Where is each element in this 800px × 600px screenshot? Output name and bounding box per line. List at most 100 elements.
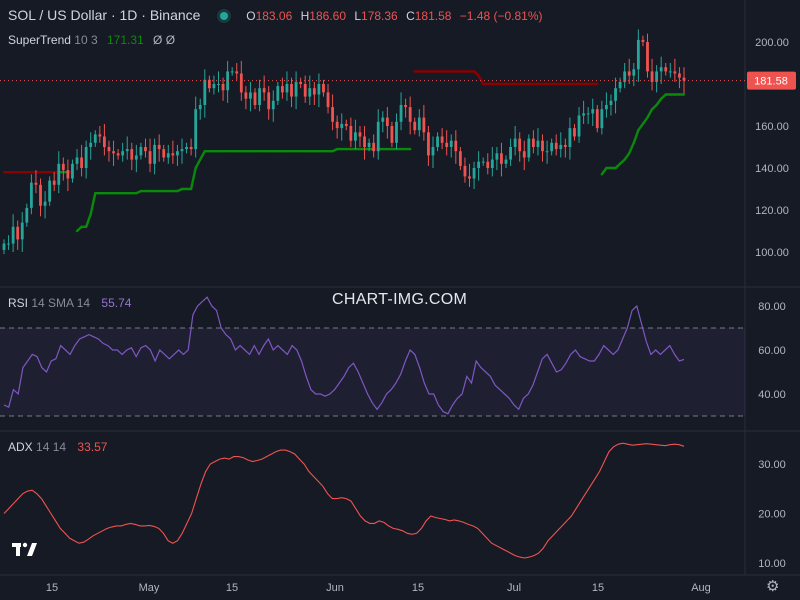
candle-body xyxy=(399,105,403,122)
supertrend-segment xyxy=(89,191,97,216)
gear-icon[interactable]: ⚙ xyxy=(766,578,780,595)
candle-body xyxy=(121,151,125,156)
open-key: O xyxy=(246,9,256,23)
candle-body xyxy=(344,123,348,126)
low-value: 178.36 xyxy=(361,9,398,23)
tradingview-logo-icon[interactable] xyxy=(12,541,38,559)
candle-body xyxy=(144,147,147,152)
price-tick-label: 120.00 xyxy=(755,205,789,217)
supertrend-params: 10 3 xyxy=(74,33,98,47)
candle-body xyxy=(408,107,412,122)
candle-body xyxy=(454,140,458,152)
last-price-label: 181.58 xyxy=(754,76,788,88)
candle-body xyxy=(11,226,15,244)
candle-body xyxy=(180,149,184,152)
candle-body xyxy=(586,113,590,115)
candle-body xyxy=(148,151,152,164)
candle-body xyxy=(89,142,93,147)
high-key: H xyxy=(300,9,310,23)
candle-body xyxy=(107,147,111,152)
supertrend-segment xyxy=(628,141,635,155)
candle-body xyxy=(605,105,608,110)
candle-body xyxy=(271,100,275,110)
candle-body xyxy=(239,73,243,93)
candle-body xyxy=(157,144,161,150)
candle-body xyxy=(468,176,471,179)
rsi-params: 14 SMA 14 xyxy=(31,296,91,310)
candle-body xyxy=(582,113,586,116)
adx-tick-label: 30.00 xyxy=(758,459,786,471)
supertrend-legend[interactable]: SuperTrend 10 3 171.31 Ø Ø xyxy=(8,33,175,47)
candle-body xyxy=(189,147,193,150)
time-tick-label: 15 xyxy=(46,582,58,594)
price-tick-label: 140.00 xyxy=(755,163,789,175)
candle-body xyxy=(198,105,202,110)
candle-body xyxy=(267,92,271,110)
candle-body xyxy=(655,71,659,82)
candle-body xyxy=(413,121,417,131)
candle-body xyxy=(185,147,188,150)
chart-header: SOL / US Dollar · 1D · Binance O183.06 H… xyxy=(8,7,548,23)
candle-body xyxy=(253,92,257,105)
candle-body xyxy=(112,151,115,154)
candle-body xyxy=(541,140,544,152)
candle-body xyxy=(335,121,339,129)
candle-body xyxy=(641,39,645,42)
candle-body xyxy=(522,151,526,158)
rsi-legend[interactable]: RSI 14 SMA 14 55.74 xyxy=(8,296,131,310)
candle-body xyxy=(290,84,293,97)
candle-body xyxy=(436,136,439,147)
watermark: CHART-IMG.COM xyxy=(332,291,468,308)
hidden-plot-icon[interactable]: Ø Ø xyxy=(153,33,176,47)
candle-body xyxy=(226,71,230,91)
adx-line xyxy=(3,442,685,559)
candle-body xyxy=(203,79,207,105)
candle-body xyxy=(280,86,284,93)
candle-body xyxy=(326,92,330,108)
candle-body xyxy=(340,123,344,129)
candle-body xyxy=(563,144,567,147)
candle-body xyxy=(2,243,6,250)
adx-pane xyxy=(3,442,685,559)
time-tick-label: May xyxy=(139,582,160,594)
close-value: 181.58 xyxy=(414,9,452,23)
candle-body xyxy=(614,88,617,101)
candle-body xyxy=(212,84,216,89)
candle-body xyxy=(16,226,20,240)
candle-body xyxy=(431,147,435,156)
candle-body xyxy=(221,84,225,91)
candle-body xyxy=(217,84,220,85)
candle-body xyxy=(477,161,481,168)
rsi-name: RSI xyxy=(8,296,29,310)
candle-body xyxy=(623,71,627,82)
supertrend-value: 171.31 xyxy=(106,33,144,47)
candle-body xyxy=(249,92,252,99)
candle-body xyxy=(354,132,357,141)
rsi-tick-label: 40.00 xyxy=(758,389,786,401)
candle-body xyxy=(207,79,211,89)
candle-body xyxy=(285,84,289,93)
candle-body xyxy=(673,71,677,74)
candle-body xyxy=(162,149,166,158)
candle-body xyxy=(550,142,554,152)
last-price-badge xyxy=(747,71,796,90)
candle-body xyxy=(518,138,522,152)
candle-body xyxy=(440,136,444,143)
candle-body xyxy=(536,140,540,147)
time-tick-label: 15 xyxy=(412,582,424,594)
candle-body xyxy=(84,147,88,168)
candle-body xyxy=(376,121,380,152)
candle-body xyxy=(262,88,266,93)
candle-body xyxy=(303,84,307,97)
symbol-title[interactable]: SOL / US Dollar · 1D · Binance xyxy=(8,7,201,23)
adx-legend[interactable]: ADX 14 14 33.57 xyxy=(8,440,107,454)
candle-body xyxy=(595,109,599,129)
candle-body xyxy=(659,67,663,72)
candle-body xyxy=(358,132,362,137)
candle-body xyxy=(668,71,672,73)
price-tick-label: 100.00 xyxy=(755,247,789,259)
candle-body xyxy=(57,163,61,185)
candle-body xyxy=(230,71,234,73)
candle-body xyxy=(80,157,83,168)
